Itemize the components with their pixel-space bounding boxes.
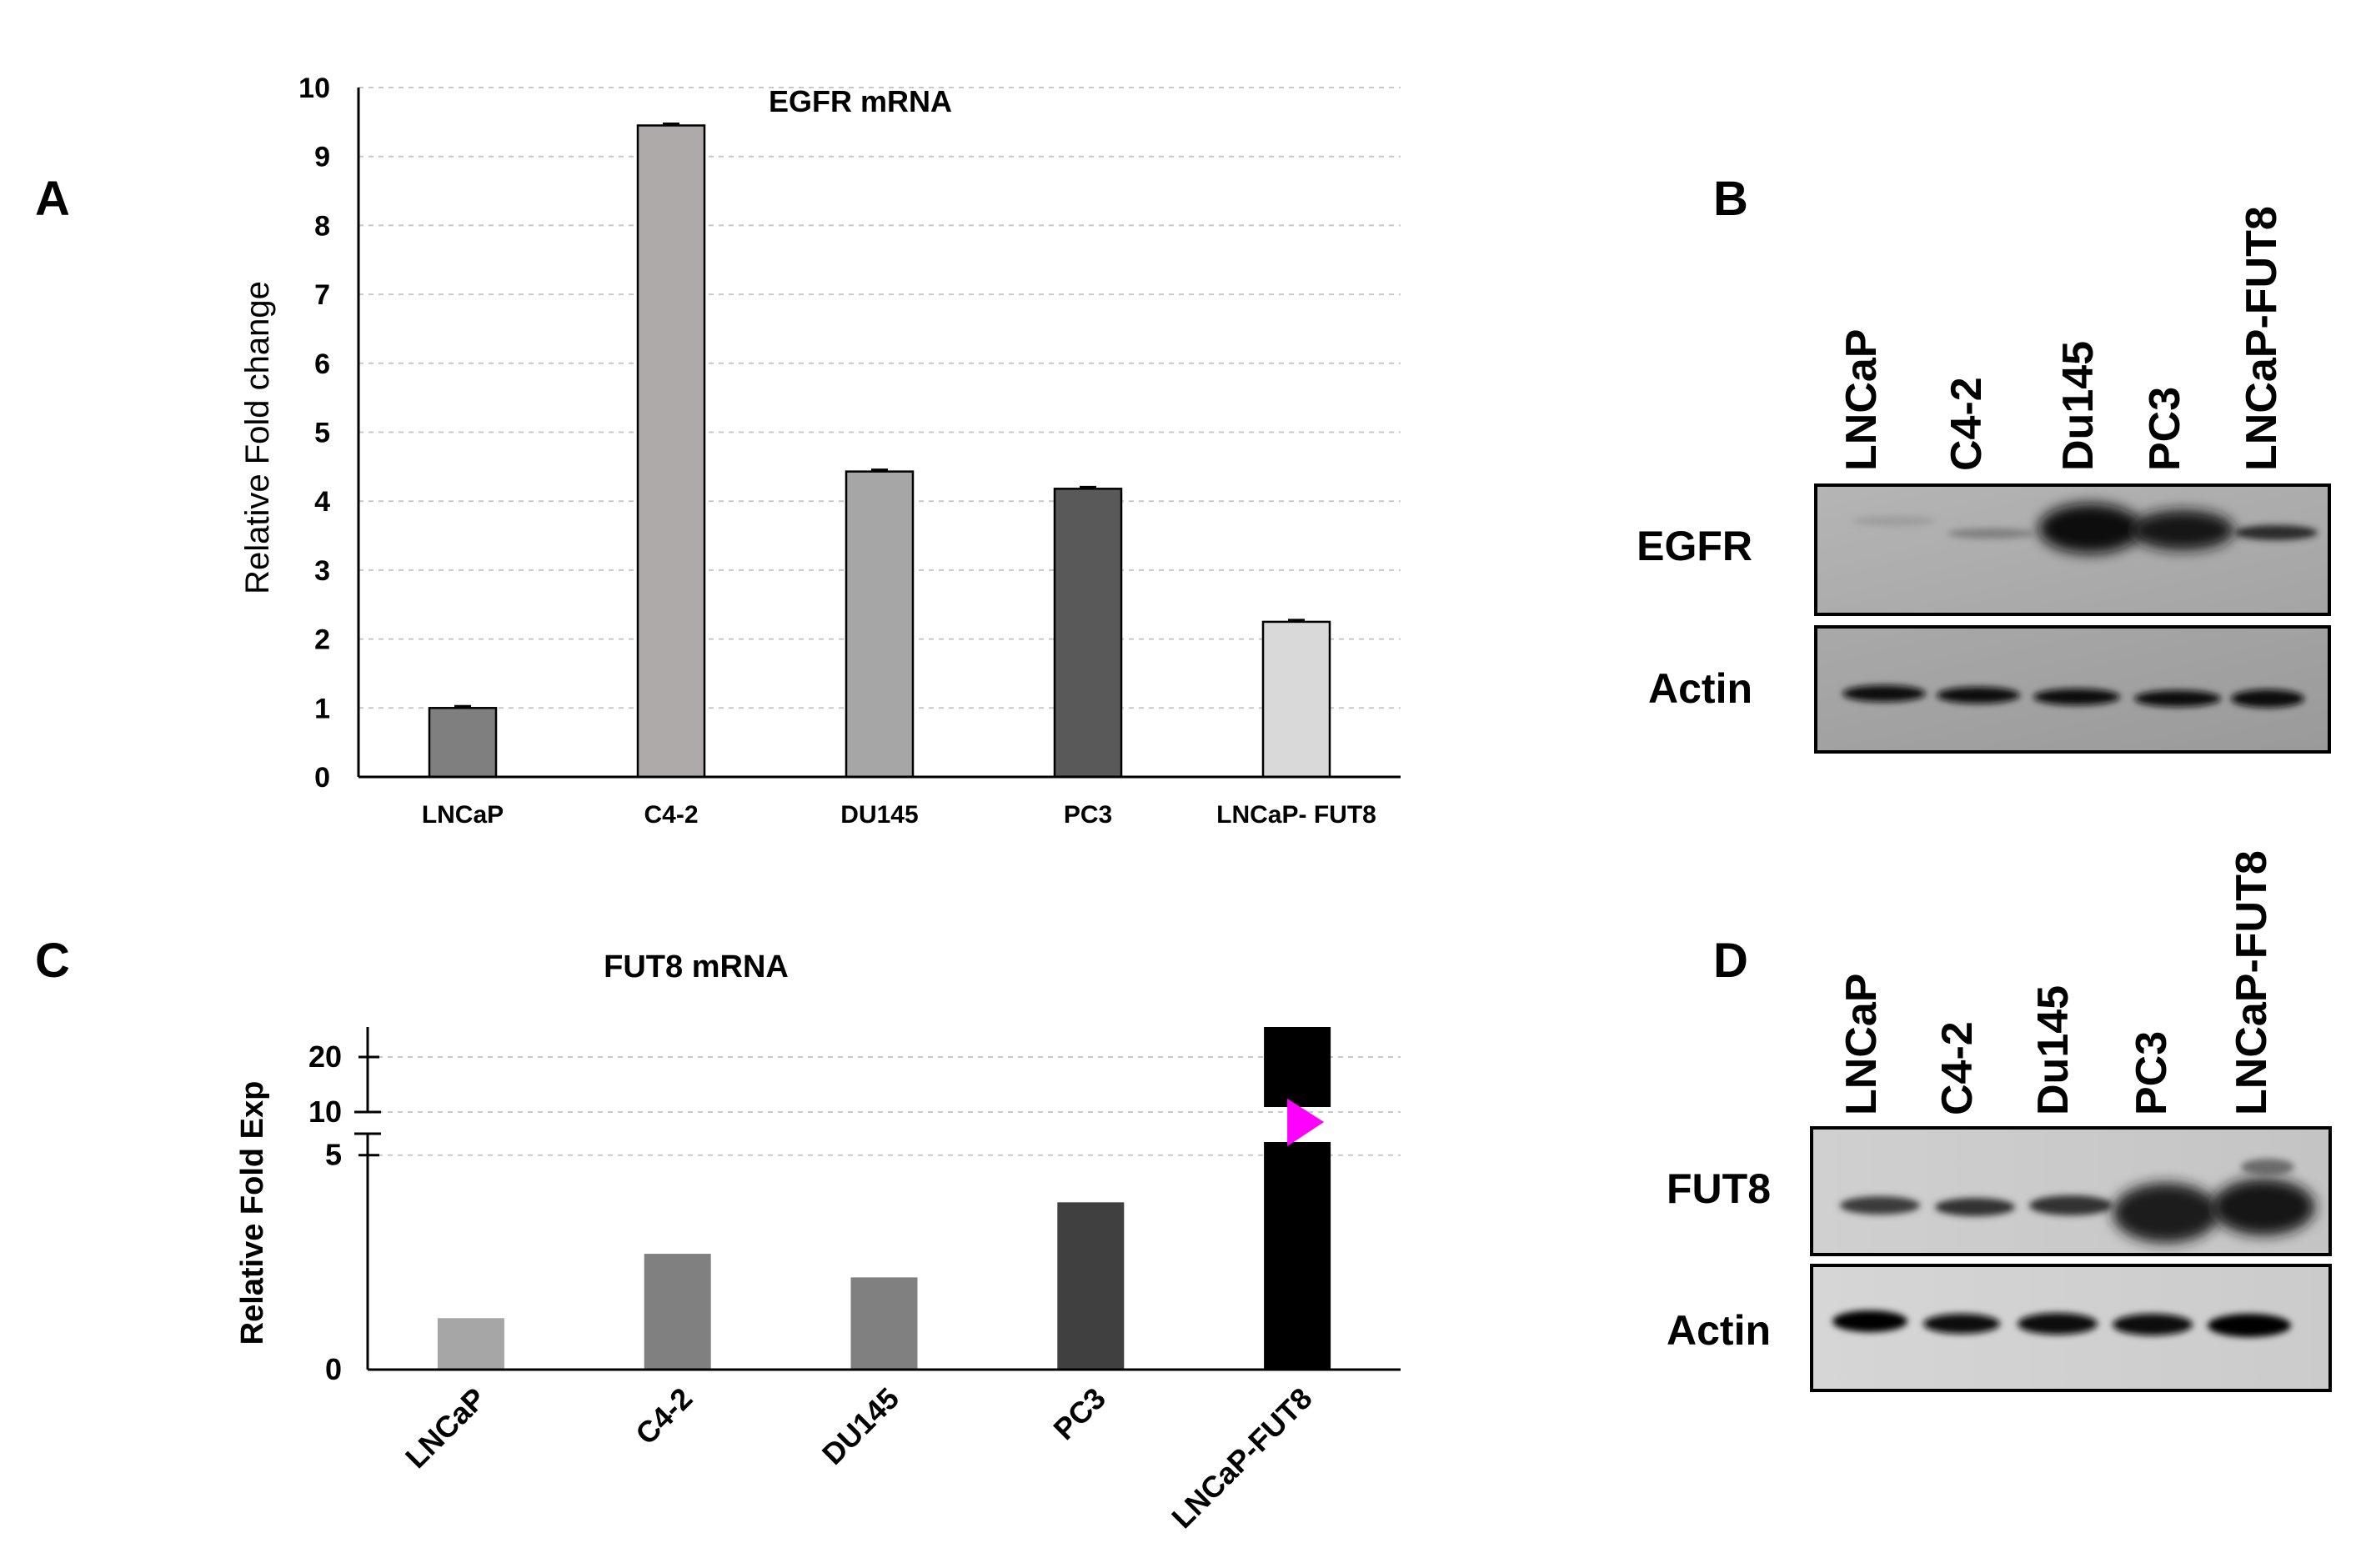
blot-lane-label: LNCaP (1837, 329, 1886, 471)
egfr-x-tick-label: PC3 (1064, 801, 1112, 829)
egfr-bars (428, 122, 1331, 779)
fut8-bars (437, 1027, 1331, 1370)
egfr-y-tick-label: 5 (314, 418, 330, 449)
egfr-y-tick-label: 8 (314, 210, 330, 242)
blot-lane-label: Du145 (2029, 985, 2078, 1115)
fut8-x-tick-labels: LNCaP C4-2 DU145 PC3 LNCaP-FUT8 (399, 1381, 1319, 1535)
blot-lane-label: PC3 (2128, 1031, 2176, 1115)
fut8-mrna-chart: 0 5 10 20 LNCaP C4-2 DU145 PC3 LNCaP-FUT8 FUT8 … (235, 949, 1401, 1535)
blot-lane-label: C4-2 (1933, 1021, 1982, 1115)
egfr-bar (1261, 620, 1331, 779)
fut8-y-tick-label: 5 (325, 1138, 342, 1172)
egfr-x-tick-label: C4-2 (644, 801, 698, 829)
egfr-bar (845, 470, 915, 779)
fut8-x-tick-label: LNCaP (399, 1381, 492, 1475)
egfr-bar (1053, 488, 1123, 779)
fut8-chart-title: FUT8 mRNA (604, 949, 789, 984)
fut8-actin-bands (1832, 1310, 2291, 1337)
fut8-blot-lane-labels: LNCaP C4-2 Du145 PC3 LNCaP-FUT8 (1837, 850, 2276, 1115)
panel-label-d: D (1713, 934, 1748, 988)
fut8-blot-bands (1840, 1159, 2315, 1243)
egfr-western-blot: LNCaP C4-2 Du145 PC3 LNCaP-FUT8 EGFR Actin (1637, 206, 2331, 754)
blot-d-row-actin: Actin (1667, 1307, 1771, 1354)
fut8-x-tick-label: PC3 (1046, 1381, 1112, 1447)
egfr-x-tick-label: DU145 (840, 801, 918, 829)
egfr-actin-bands (1842, 685, 2304, 708)
egfr-y-tick-label: 7 (314, 279, 330, 311)
blot-lane-label: LNCaP-FUT8 (2238, 206, 2286, 471)
blot-lane-label: LNCaP-FUT8 (2228, 850, 2276, 1115)
egfr-blot-lane-labels: LNCaP C4-2 Du145 PC3 LNCaP-FUT8 (1837, 206, 2286, 471)
egfr-y-tick-label: 0 (314, 762, 330, 794)
egfr-mrna-chart: 0 1 2 3 4 5 6 7 8 9 10 LNCaP C4-2 DU145 PC3 LNCaP- FUT… (239, 73, 1401, 829)
egfr-y-tick-label: 10 (298, 73, 330, 104)
egfr-x-tick-label: LNCaP- FUT8 (1216, 801, 1376, 829)
fut8-y-tick-label: 10 (308, 1095, 342, 1129)
egfr-y-axis-label: Relative Fold change (239, 281, 276, 594)
egfr-y-tick-label: 4 (314, 486, 330, 518)
fut8-bar (437, 1318, 504, 1370)
blot-b-row-egfr: EGFR (1637, 523, 1752, 569)
egfr-bar (428, 707, 498, 779)
egfr-y-tick-label: 1 (314, 693, 330, 724)
panel-label-c: C (35, 934, 70, 988)
fut8-x-tick-label: DU145 (815, 1381, 905, 1471)
panel-label-b: B (1713, 172, 1748, 226)
fut8-x-tick-label: C4-2 (629, 1381, 699, 1451)
egfr-x-tick-label: LNCaP (422, 801, 504, 829)
fut8-gridlines (368, 1056, 1401, 1156)
blot-lane-label: LNCaP (1837, 974, 1886, 1115)
egfr-y-tick-labels: 0 1 2 3 4 5 6 7 8 9 10 (298, 73, 330, 794)
blot-lane-label: C4-2 (1942, 377, 1991, 471)
fut8-x-tick-label: LNCaP-FUT8 (1165, 1381, 1319, 1535)
fut8-bar (1264, 1142, 1331, 1370)
fut8-bar (1057, 1202, 1125, 1370)
panel-label-a: A (35, 172, 70, 226)
blot-b-row-actin: Actin (1648, 665, 1752, 712)
egfr-y-tick-label: 2 (314, 624, 330, 656)
egfr-y-tick-label: 3 (314, 555, 330, 587)
fut8-western-blot: LNCaP C4-2 Du145 PC3 LNCaP-FUT8 FUT8 Actin (1667, 850, 2332, 1392)
egfr-y-tick-label: 6 (314, 348, 330, 380)
fut8-y-tick-label: 20 (308, 1039, 342, 1074)
fut8-y-tick-labels: 0 5 10 20 (308, 1039, 379, 1386)
egfr-bar (636, 124, 706, 779)
egfr-x-tick-labels: LNCaP C4-2 DU145 PC3 LNCaP- FUT8 (422, 801, 1376, 829)
egfr-y-tick-label: 9 (314, 142, 330, 173)
fut8-y-axis-label: Relative Fold Exp (235, 1081, 270, 1345)
fut8-bar-upper (1264, 1027, 1331, 1107)
blot-lane-label: Du145 (2054, 341, 2103, 471)
blot-d-row-fut8: FUT8 (1667, 1165, 1771, 1212)
fut8-axis-break-marker (1287, 1099, 1325, 1146)
fut8-bar (850, 1277, 918, 1370)
fut8-bar (644, 1254, 711, 1370)
fut8-y-tick-label: 0 (325, 1352, 342, 1386)
egfr-chart-title: EGFR mRNA (769, 84, 952, 118)
blot-lane-label: PC3 (2141, 387, 2189, 471)
egfr-blot-bands (1852, 503, 2318, 554)
